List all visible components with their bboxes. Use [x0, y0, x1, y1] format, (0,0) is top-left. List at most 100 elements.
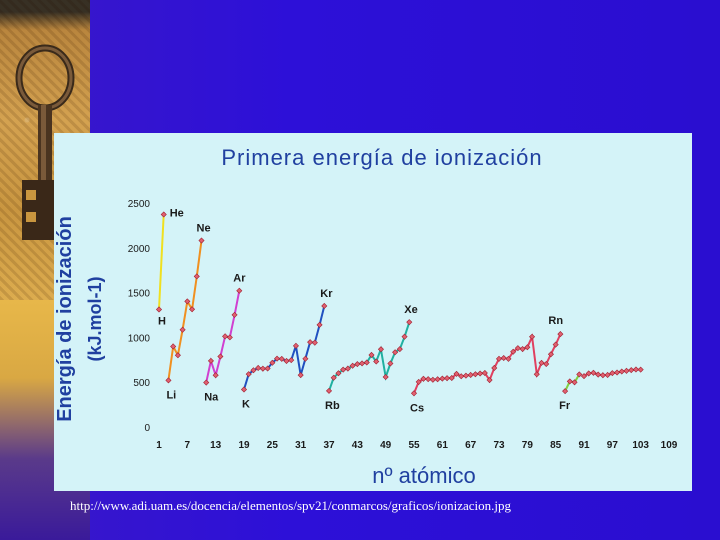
data-point	[595, 371, 602, 378]
x-tick-label: 79	[522, 440, 534, 451]
data-point	[269, 359, 276, 366]
data-point	[184, 298, 191, 305]
data-point	[533, 371, 540, 378]
data-point	[510, 348, 517, 355]
y-tick-label: 2000	[128, 244, 151, 255]
element-label: Ar	[233, 273, 246, 285]
data-point	[155, 306, 163, 313]
x-tick-label: 43	[352, 440, 364, 451]
ionization-chart: Primera energía de ionización Energía de…	[54, 145, 678, 488]
data-point	[217, 353, 224, 360]
data-point	[609, 370, 616, 377]
data-point	[274, 355, 281, 362]
x-tick-label: 85	[550, 440, 562, 451]
element-label: Kr	[320, 288, 333, 300]
data-point	[160, 211, 167, 218]
data-point	[632, 366, 639, 373]
data-point	[580, 373, 588, 380]
data-point	[212, 372, 219, 379]
series-layer	[155, 211, 644, 397]
data-point	[288, 357, 295, 364]
data-point	[514, 345, 521, 352]
x-tick-label: 61	[437, 440, 449, 451]
data-point	[193, 273, 200, 280]
source-url: http://www.adi.uam.es/docencia/elementos…	[70, 498, 512, 513]
data-point	[292, 342, 299, 349]
series-line	[158, 214, 165, 310]
chart-title: Primera energía de ionización	[221, 145, 542, 170]
element-label: Xe	[404, 304, 417, 316]
data-point	[585, 370, 592, 377]
data-point	[425, 376, 432, 383]
data-point	[311, 339, 318, 346]
x-tick-label: 97	[607, 440, 619, 451]
data-point	[467, 371, 474, 378]
data-point	[599, 372, 606, 379]
data-point	[396, 346, 403, 353]
data-point	[240, 386, 248, 393]
element-label: Fr	[559, 400, 571, 412]
data-point	[519, 346, 526, 353]
chart-panel: Primera energía de ionización Energía de…	[54, 133, 692, 491]
y-axis-label-line2: (kJ.mol-1)	[85, 276, 105, 361]
data-point	[340, 366, 347, 373]
x-axis-label: nº atómico	[372, 463, 475, 488]
y-tick-label: 1000	[128, 333, 151, 344]
data-point	[259, 365, 266, 372]
data-point	[392, 349, 399, 356]
x-tick-label: 7	[185, 440, 191, 451]
data-point	[410, 390, 418, 397]
x-tick-label: 13	[210, 440, 222, 451]
x-tick-label: 1	[156, 440, 162, 451]
x-tick-label: 37	[323, 440, 335, 451]
data-point	[472, 371, 479, 378]
data-point	[189, 306, 196, 313]
data-point	[297, 372, 304, 379]
data-point	[453, 370, 460, 377]
data-point	[325, 387, 333, 394]
series-line	[243, 305, 326, 390]
x-tick-label: 67	[465, 440, 477, 451]
x-tick-label: 103	[632, 440, 649, 451]
series-line	[205, 290, 241, 383]
data-point	[618, 368, 625, 375]
element-label: Na	[204, 392, 219, 404]
data-point	[387, 360, 394, 367]
data-point	[170, 343, 177, 350]
y-tick-label: 1500	[128, 289, 151, 300]
data-point	[198, 237, 205, 244]
x-tick-label: 109	[661, 440, 678, 451]
data-point	[524, 344, 531, 351]
x-tick-label: 91	[578, 440, 590, 451]
y-axis-label-line1: Energía de ionización	[54, 216, 76, 422]
data-point	[415, 378, 422, 385]
data-point	[543, 360, 550, 368]
data-point	[429, 376, 436, 383]
data-point	[505, 355, 512, 362]
data-point	[401, 333, 408, 340]
data-point	[307, 339, 314, 346]
y-tick-label: 0	[144, 423, 150, 434]
data-point	[604, 371, 611, 378]
data-point	[614, 369, 621, 376]
data-point	[500, 354, 507, 362]
y-tick-label: 2500	[128, 199, 151, 210]
data-point	[481, 369, 488, 376]
data-point	[174, 352, 181, 359]
x-tick-label: 55	[408, 440, 420, 451]
data-point	[406, 319, 413, 326]
x-tick-label: 25	[267, 440, 279, 451]
data-point	[231, 311, 238, 318]
element-label: He	[170, 207, 184, 219]
data-point	[368, 351, 375, 358]
data-point	[222, 333, 229, 340]
data-point	[349, 362, 356, 369]
data-point	[557, 331, 564, 338]
data-point	[576, 371, 583, 378]
data-point	[566, 378, 573, 385]
data-point	[250, 367, 257, 374]
data-point	[458, 373, 465, 380]
data-point	[529, 333, 536, 340]
data-point	[226, 334, 233, 341]
data-point	[321, 302, 328, 309]
